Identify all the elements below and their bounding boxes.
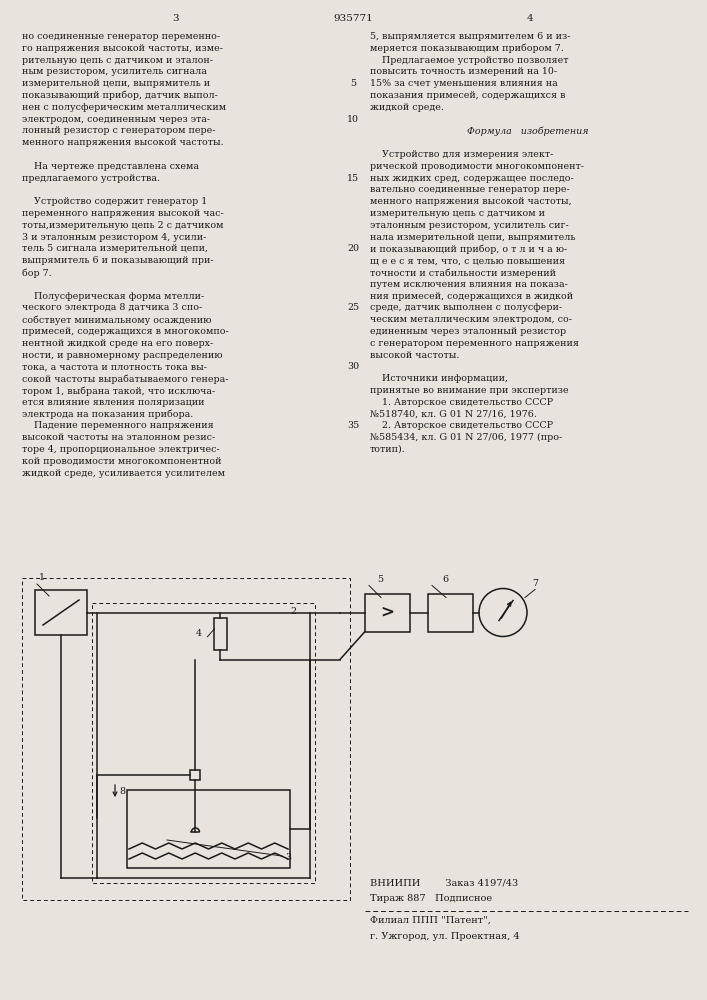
Text: >: > — [380, 604, 395, 621]
Text: №585434, кл. G 01 N 27/06, 1977 (про-: №585434, кл. G 01 N 27/06, 1977 (про- — [370, 433, 562, 442]
Text: с генератором переменного напряжения: с генератором переменного напряжения — [370, 339, 579, 348]
Text: меряется показывающим прибором 7.: меряется показывающим прибором 7. — [370, 44, 563, 53]
Text: Падение переменного напряжения: Падение переменного напряжения — [22, 421, 214, 430]
Text: менного напряжения высокой частоты.: менного напряжения высокой частоты. — [22, 138, 223, 147]
Text: тором 1, выбрана такой, что исключа-: тором 1, выбрана такой, что исключа- — [22, 386, 215, 395]
Text: Устройство для измерения элект-: Устройство для измерения элект- — [370, 150, 554, 159]
Text: 1. Авторское свидетельство СССР: 1. Авторское свидетельство СССР — [370, 398, 553, 407]
Text: 4: 4 — [527, 14, 533, 23]
Text: ческим металлическим электродом, со-: ческим металлическим электродом, со- — [370, 315, 572, 324]
Text: тель 5 сигнала измерительной цепи,: тель 5 сигнала измерительной цепи, — [22, 244, 208, 253]
Text: высокой частоты.: высокой частоты. — [370, 351, 460, 360]
Text: 25: 25 — [347, 303, 359, 312]
Text: 935771: 935771 — [333, 14, 373, 23]
Text: единенным через эталонный резистор: единенным через эталонный резистор — [370, 327, 566, 336]
Text: 6: 6 — [442, 574, 448, 584]
Text: 2: 2 — [290, 607, 296, 616]
Text: измерительной цепи, выпрямитель и: измерительной цепи, выпрямитель и — [22, 79, 210, 88]
Text: 8: 8 — [119, 786, 125, 796]
Text: 15% за счет уменьшения влияния на: 15% за счет уменьшения влияния на — [370, 79, 558, 88]
Text: г. Ужгород, ул. Проектная, 4: г. Ужгород, ул. Проектная, 4 — [370, 932, 520, 941]
Text: На чертеже представлена схема: На чертеже представлена схема — [22, 162, 199, 171]
Bar — [190, 770, 201, 780]
Text: Тираж 887   Подписное: Тираж 887 Подписное — [370, 894, 492, 903]
Text: кой проводимости многокомпонентной: кой проводимости многокомпонентной — [22, 457, 221, 466]
Text: примесей, содержащихся в многокомпо-: примесей, содержащихся в многокомпо- — [22, 327, 229, 336]
Text: предлагаемого устройства.: предлагаемого устройства. — [22, 174, 160, 183]
Text: 5: 5 — [377, 574, 383, 584]
Bar — [35, 590, 87, 635]
Text: но соединенные генератор переменно-: но соединенные генератор переменно- — [22, 32, 220, 41]
Text: ных жидких сред, содержащее последо-: ных жидких сред, содержащее последо- — [370, 174, 574, 183]
Text: 1: 1 — [39, 573, 45, 582]
Text: торе 4, пропорциональное электричес-: торе 4, пропорциональное электричес- — [22, 445, 220, 454]
Text: 3: 3 — [173, 14, 180, 23]
Text: 4: 4 — [196, 629, 201, 638]
Text: 3: 3 — [285, 854, 291, 862]
Text: среде, датчик выполнен с полусфери-: среде, датчик выполнен с полусфери- — [370, 303, 562, 312]
Text: нен с полусферическим металлическим: нен с полусферическим металлическим — [22, 103, 226, 112]
Text: показания примесей, содержащихся в: показания примесей, содержащихся в — [370, 91, 566, 100]
Text: 10: 10 — [347, 115, 359, 124]
Text: 15: 15 — [347, 174, 359, 183]
Text: лонный резистор с генератором пере-: лонный резистор с генератором пере- — [22, 126, 216, 135]
Text: 3 и эталонным резистором 4, усили-: 3 и эталонным резистором 4, усили- — [22, 233, 206, 242]
Text: Формула   изобретения: Формула изобретения — [467, 126, 588, 136]
Bar — [365, 593, 410, 632]
Text: тока, а частота и плотность тока вы-: тока, а частота и плотность тока вы- — [22, 362, 207, 371]
Text: ется влияние явления поляризации: ется влияние явления поляризации — [22, 398, 204, 407]
Bar — [428, 593, 473, 632]
Text: ВНИИПИ        Заказ 4197/43: ВНИИПИ Заказ 4197/43 — [370, 878, 518, 887]
Bar — [127, 790, 290, 868]
Text: сокой частоты вырабатываемого генера-: сокой частоты вырабатываемого генера- — [22, 374, 228, 384]
Text: ческого электрода 8 датчика 3 спо-: ческого электрода 8 датчика 3 спо- — [22, 303, 202, 312]
Text: го напряжения высокой частоты, изме-: го напряжения высокой частоты, изме- — [22, 44, 223, 53]
Text: 35: 35 — [347, 421, 359, 430]
Text: №518740, кл. G 01 N 27/16, 1976.: №518740, кл. G 01 N 27/16, 1976. — [370, 410, 537, 419]
Text: Источники информации,: Источники информации, — [370, 374, 508, 383]
Text: повысить точность измерений на 10-: повысить точность измерений на 10- — [370, 67, 557, 76]
Text: 20: 20 — [347, 244, 359, 253]
Text: Предлагаемое устройство позволяет: Предлагаемое устройство позволяет — [370, 56, 568, 65]
Text: менного напряжения высокой частоты,: менного напряжения высокой частоты, — [370, 197, 572, 206]
Text: вательно соединенные генератор пере-: вательно соединенные генератор пере- — [370, 185, 570, 194]
Text: рической проводимости многокомпонент-: рической проводимости многокомпонент- — [370, 162, 584, 171]
Text: собствует минимальному осаждению: собствует минимальному осаждению — [22, 315, 211, 325]
Text: тоты,измерительную цепь 2 с датчиком: тоты,измерительную цепь 2 с датчиком — [22, 221, 223, 230]
Text: путем исключения влияния на показа-: путем исключения влияния на показа- — [370, 280, 568, 289]
Text: выпрямитель 6 и показывающий при-: выпрямитель 6 и показывающий при- — [22, 256, 214, 265]
Text: 7: 7 — [532, 578, 538, 587]
Text: эталонным резистором, усилитель сиг-: эталонным резистором, усилитель сиг- — [370, 221, 568, 230]
Text: ным резистором, усилитель сигнала: ным резистором, усилитель сигнала — [22, 67, 207, 76]
Text: измерительную цепь с датчиком и: измерительную цепь с датчиком и — [370, 209, 545, 218]
Text: 30: 30 — [347, 362, 359, 371]
Text: щ е е с я тем, что, с целью повышения: щ е е с я тем, что, с целью повышения — [370, 256, 565, 265]
Text: электродом, соединенным через эта-: электродом, соединенным через эта- — [22, 115, 210, 124]
Text: точности и стабильности измерений: точности и стабильности измерений — [370, 268, 556, 277]
Text: нентной жидкой среде на его поверх-: нентной жидкой среде на его поверх- — [22, 339, 214, 348]
Text: Устройство содержит генератор 1: Устройство содержит генератор 1 — [22, 197, 207, 206]
Text: переменного напряжения высокой час-: переменного напряжения высокой час- — [22, 209, 223, 218]
Text: высокой частоты на эталонном резис-: высокой частоты на эталонном резис- — [22, 433, 215, 442]
Text: жидкой среде, усиливается усилителем: жидкой среде, усиливается усилителем — [22, 469, 225, 478]
Text: ности, и равномерному распределению: ности, и равномерному распределению — [22, 351, 223, 360]
Text: бор 7.: бор 7. — [22, 268, 52, 277]
Text: Полусферическая форма мтелли-: Полусферическая форма мтелли- — [22, 292, 204, 301]
Text: принятые во внимание при экспертизе: принятые во внимание при экспертизе — [370, 386, 568, 395]
Text: и показывающий прибор, о т л и ч а ю-: и показывающий прибор, о т л и ч а ю- — [370, 244, 567, 254]
Text: рительную цепь с датчиком и эталон-: рительную цепь с датчиком и эталон- — [22, 56, 213, 65]
Bar — [214, 617, 226, 650]
Text: Филиал ППП "Патент",: Филиал ППП "Патент", — [370, 916, 491, 925]
Text: нала измерительной цепи, выпрямитель: нала измерительной цепи, выпрямитель — [370, 233, 575, 242]
Text: 5: 5 — [350, 79, 356, 88]
Text: 5, выпрямляется выпрямителем 6 и из-: 5, выпрямляется выпрямителем 6 и из- — [370, 32, 571, 41]
Text: тотип).: тотип). — [370, 445, 406, 454]
Text: ния примесей, содержащихся в жидкой: ния примесей, содержащихся в жидкой — [370, 292, 573, 301]
Text: 2. Авторское свидетельство СССР: 2. Авторское свидетельство СССР — [370, 421, 553, 430]
Text: электрода на показания прибора.: электрода на показания прибора. — [22, 410, 193, 419]
Text: показывающий прибор, датчик выпол-: показывающий прибор, датчик выпол- — [22, 91, 218, 101]
Text: жидкой среде.: жидкой среде. — [370, 103, 444, 112]
